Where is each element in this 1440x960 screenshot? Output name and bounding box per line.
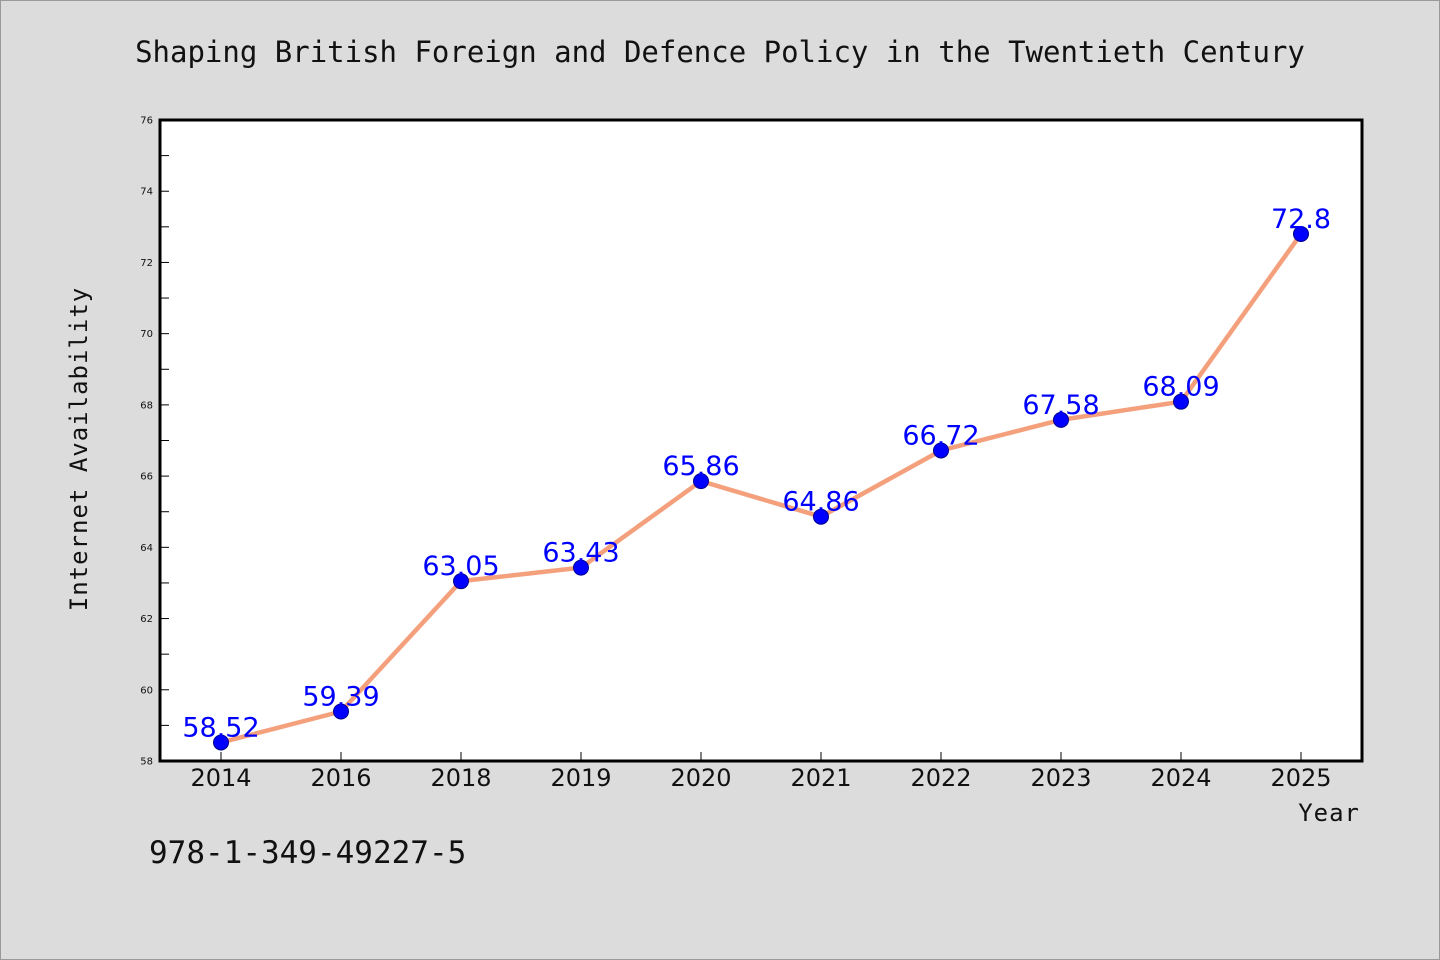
x-tick-label: 2021 xyxy=(790,764,851,792)
x-tick-label: 2014 xyxy=(190,764,251,792)
data-label: 64.86 xyxy=(782,487,859,518)
isbn-text: 978-1-349-49227-5 xyxy=(149,835,467,871)
data-label: 72.8 xyxy=(1271,204,1331,235)
data-point xyxy=(213,734,229,751)
data-point xyxy=(1053,411,1069,428)
x-tick-label: 2023 xyxy=(1030,764,1091,792)
x-tick-label: 2024 xyxy=(1150,764,1211,792)
data-label: 67.58 xyxy=(1022,390,1099,421)
series-line xyxy=(218,231,1304,745)
data-label: 68.09 xyxy=(1142,372,1219,403)
data-labels: 58.52 59.39 63.05 63.43 65.86 64.86 66.72 67.58… xyxy=(182,204,1331,744)
data-point xyxy=(1293,225,1309,242)
data-point xyxy=(1173,393,1189,410)
x-tick-label: 2019 xyxy=(550,764,611,792)
data-label: 63.43 xyxy=(542,538,619,569)
data-point xyxy=(333,703,349,720)
y-axis-label: Internet Availability xyxy=(65,287,93,611)
x-axis-label: Year xyxy=(1298,799,1360,827)
data-label: 59.39 xyxy=(302,682,379,713)
y-tick-label: 70 xyxy=(140,329,153,340)
y-tick-label: 74 xyxy=(140,187,153,198)
x-tick-label: 2018 xyxy=(430,764,491,792)
y-tick-label: 62 xyxy=(140,614,153,625)
y-axis: 58 60 62 64 66 68 70 72 74 76 xyxy=(140,116,169,768)
y-tick-label: 58 xyxy=(140,757,153,768)
data-point xyxy=(573,559,589,576)
y-tick-label: 64 xyxy=(140,543,153,554)
data-label: 65.86 xyxy=(662,451,739,482)
x-tick-label: 2016 xyxy=(310,764,371,792)
series-markers xyxy=(213,225,1309,751)
y-tick-label: 68 xyxy=(140,400,153,411)
chart-title: Shaping British Foreign and Defence Poli… xyxy=(135,35,1305,69)
data-point xyxy=(693,473,709,490)
x-axis: 2014 2016 2018 2019 2020 2021 2022 2023 2024 2025 xyxy=(190,752,1332,792)
data-point xyxy=(933,442,949,459)
data-label: 66.72 xyxy=(902,420,979,451)
data-point xyxy=(813,508,829,525)
x-tick-label: 2022 xyxy=(910,764,971,792)
data-label: 63.05 xyxy=(422,551,499,582)
x-tick-label: 2025 xyxy=(1270,764,1331,792)
y-tick-label: 66 xyxy=(140,472,153,483)
data-label: 58.52 xyxy=(182,712,259,743)
data-point xyxy=(453,573,469,590)
y-tick-label: 76 xyxy=(140,116,153,127)
y-tick-label: 72 xyxy=(140,258,153,269)
plot-area xyxy=(158,118,1364,763)
y-tick-label: 60 xyxy=(140,685,153,696)
x-tick-label: 2020 xyxy=(670,764,731,792)
